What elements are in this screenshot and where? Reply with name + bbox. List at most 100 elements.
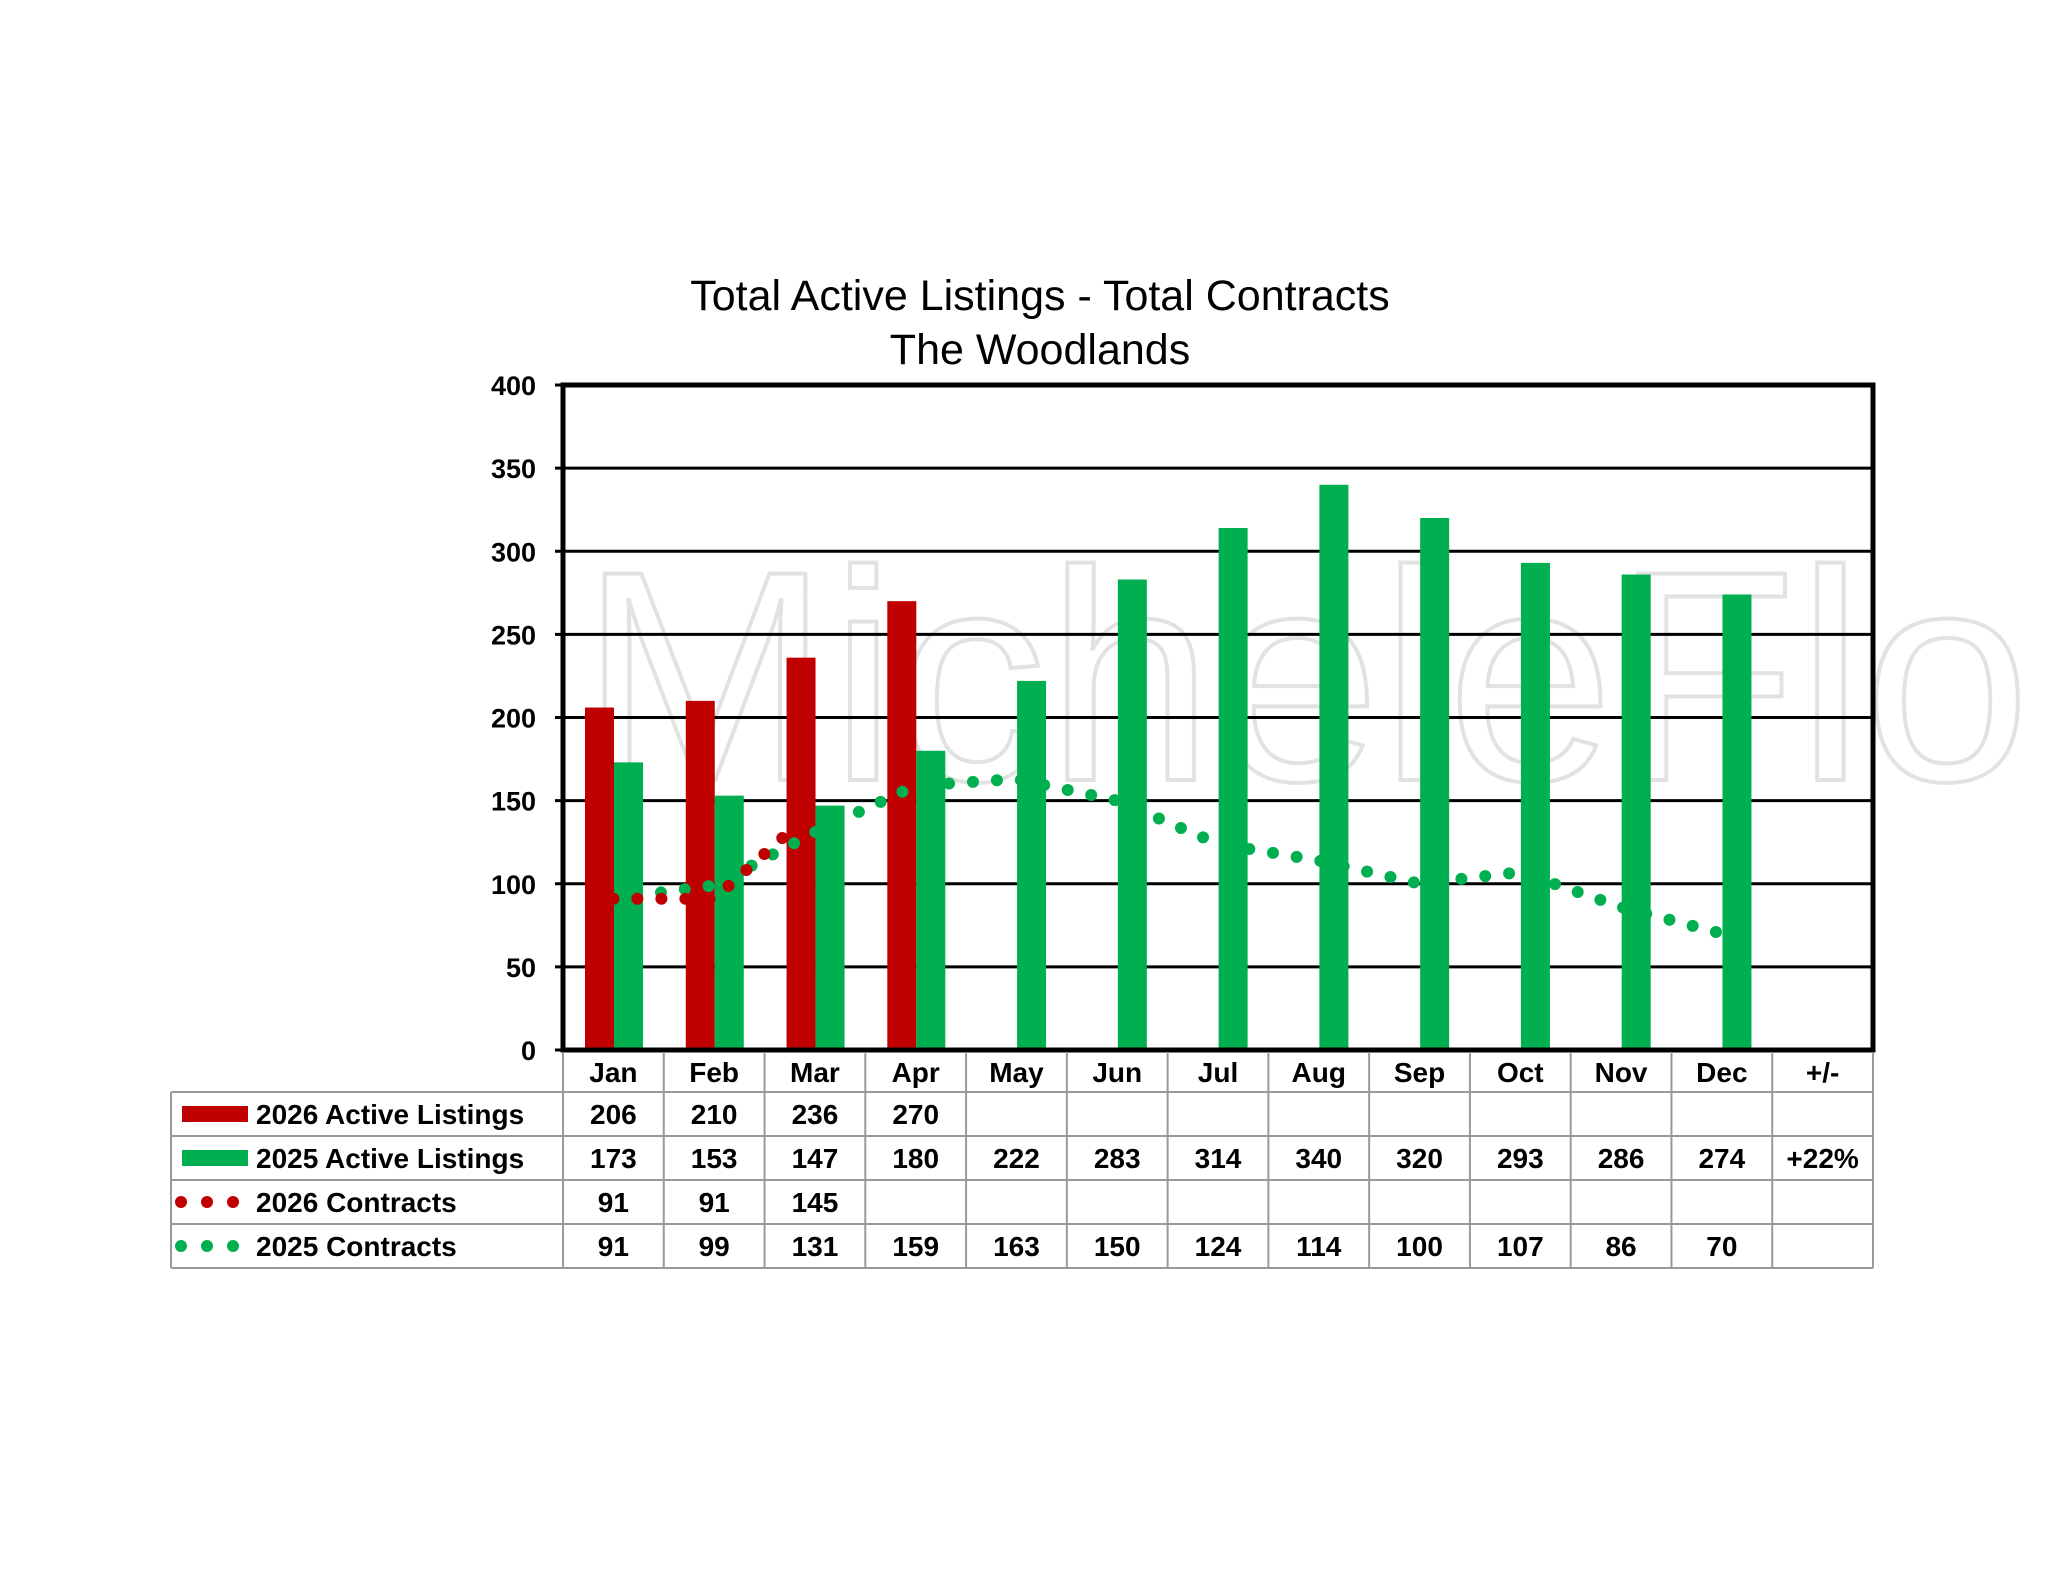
column-header: Sep: [1394, 1057, 1445, 1088]
dot-2025-contracts: [966, 775, 979, 788]
y-tick-label: 400: [491, 371, 536, 401]
bar-2025-active-listings: [1621, 574, 1651, 1050]
table-cell: 206: [590, 1099, 637, 1130]
table-cell: 145: [792, 1187, 839, 1218]
table-cell: 210: [691, 1099, 738, 1130]
dot-2025-contracts: [1243, 843, 1256, 856]
dot-2025-contracts: [1709, 926, 1722, 939]
legend-key-2026-active-listings: [182, 1106, 248, 1122]
dot-2025-contracts: [874, 795, 887, 808]
bar-2025-active-listings: [1722, 594, 1752, 1050]
dot-2026-contracts: [794, 816, 807, 829]
column-header: Feb: [689, 1057, 739, 1088]
dot-2025-contracts: [1130, 803, 1143, 816]
table-cell: 91: [598, 1231, 629, 1262]
dot-2025-contracts: [678, 883, 691, 896]
dot-2025-contracts: [852, 805, 865, 818]
bar-2025-active-listings: [1218, 527, 1248, 1050]
bar-2026-active-listings: [887, 601, 917, 1050]
bar-2026-active-listings: [685, 700, 715, 1050]
dot-2025-contracts: [1455, 872, 1468, 885]
column-header: May: [989, 1057, 1044, 1088]
table-cell: 153: [691, 1143, 738, 1174]
column-header: +/-: [1806, 1057, 1839, 1088]
dot-2025-contracts: [943, 777, 956, 790]
dot-2025-contracts: [990, 774, 1003, 787]
table-cell: 70: [1706, 1231, 1737, 1262]
bar-2025-active-listings: [714, 795, 744, 1050]
dot-2025-contracts: [1663, 913, 1676, 926]
table-cell: 124: [1195, 1231, 1242, 1262]
table-cell: 86: [1605, 1231, 1636, 1262]
table-cell: 114: [1296, 1231, 1342, 1262]
y-tick-label: 100: [491, 870, 536, 900]
legend-label: 2026 Active Listings: [256, 1099, 524, 1130]
dot-2026-contracts: [679, 892, 692, 905]
dot-2025-contracts: [1266, 846, 1279, 859]
dot-2026-contracts: [655, 892, 668, 905]
legend-key-2026-contracts: [201, 1196, 213, 1208]
dot-2025-contracts: [1503, 867, 1516, 880]
dot-2025-contracts: [1594, 893, 1607, 906]
dot-2025-contracts: [1407, 876, 1420, 889]
legend-label: 2026 Contracts: [256, 1187, 457, 1218]
column-header: Dec: [1696, 1057, 1747, 1088]
legend-key-2026-contracts: [227, 1196, 239, 1208]
legend-key-2025-contracts: [227, 1240, 239, 1252]
dot-2025-contracts: [1014, 773, 1027, 786]
column-header: Jul: [1198, 1057, 1238, 1088]
legend-label: 2025 Contracts: [256, 1231, 457, 1262]
column-header: Nov: [1595, 1057, 1648, 1088]
dot-2025-contracts: [1548, 878, 1561, 891]
dot-2025-contracts: [1061, 784, 1074, 797]
table-cell: 274: [1698, 1143, 1745, 1174]
y-tick-label: 0: [521, 1036, 536, 1066]
column-header: Oct: [1497, 1057, 1544, 1088]
dot-2026-contracts: [740, 863, 753, 876]
table-cell: 147: [792, 1143, 839, 1174]
bar-2026-active-listings: [786, 657, 816, 1050]
dot-2025-contracts: [1085, 789, 1098, 802]
plot-frame: [560, 382, 1876, 1053]
table-cell: 320: [1396, 1143, 1443, 1174]
dot-2025-contracts: [1290, 850, 1303, 863]
contract-lines: [607, 773, 1722, 939]
legend-key-2025-contracts: [175, 1240, 187, 1252]
dot-2025-contracts: [1640, 907, 1653, 920]
table-cell: 270: [892, 1099, 939, 1130]
table-cell: 131: [792, 1231, 839, 1262]
table-cell-change: +22%: [1786, 1143, 1858, 1174]
dot-2025-contracts: [1571, 885, 1584, 898]
column-header: Mar: [790, 1057, 840, 1088]
y-tick-label: 50: [506, 953, 536, 983]
dot-2025-contracts: [1219, 839, 1232, 852]
table-cell: 91: [699, 1187, 730, 1218]
table-cell: 163: [993, 1231, 1040, 1262]
y-axis-ticks: 0 50 100 150 200 250 300 350 400: [491, 371, 536, 1066]
dot-2025-contracts: [766, 848, 779, 861]
dot-2025-contracts: [724, 870, 737, 883]
dot-2026-contracts: [722, 879, 735, 892]
dot-2025-contracts: [831, 815, 844, 828]
dot-2025-contracts: [1152, 812, 1165, 825]
table-cell: 99: [699, 1231, 730, 1262]
bar-2025-active-listings: [1319, 484, 1349, 1050]
dot-2025-contracts: [1174, 821, 1187, 834]
table-cell: 173: [590, 1143, 637, 1174]
table-cell: 150: [1094, 1231, 1141, 1262]
y-tick-label: 300: [491, 537, 536, 567]
y-tick-label: 150: [491, 787, 536, 817]
dot-2025-contracts: [1038, 778, 1051, 791]
dot-2025-contracts: [1314, 854, 1327, 867]
table-cell: 236: [792, 1099, 839, 1130]
table-cell: 180: [892, 1143, 939, 1174]
column-header: Jun: [1092, 1057, 1142, 1088]
bars: [585, 484, 1752, 1050]
table-cell: 159: [892, 1231, 939, 1262]
dot-2025-contracts: [1384, 871, 1397, 884]
table-cell: 91: [598, 1187, 629, 1218]
bar-2025-active-listings: [815, 805, 845, 1050]
bar-2026-active-listings: [585, 707, 614, 1050]
dot-2026-contracts: [703, 892, 716, 905]
